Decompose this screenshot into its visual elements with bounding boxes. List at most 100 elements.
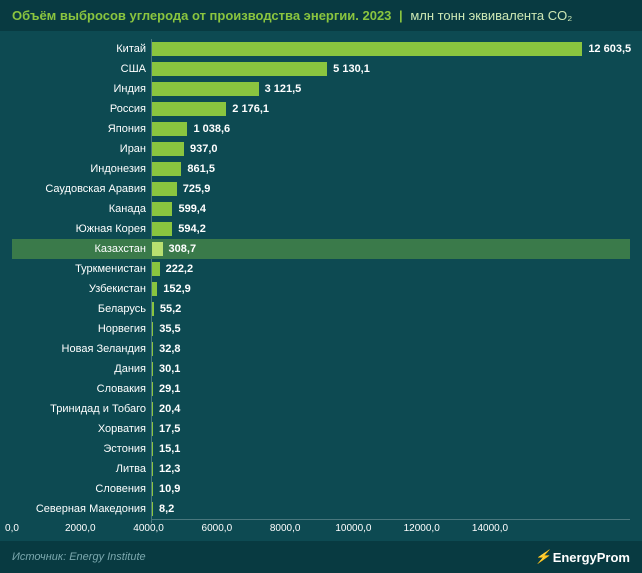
bar-zone: 32,8 [152,339,630,359]
bar-label: Китай [12,43,152,55]
bar-zone: 20,4 [152,399,630,419]
bar [152,422,153,436]
chart-title: Объём выбросов углерода от производства … [12,8,391,23]
bar [152,442,153,456]
bar-value: 222,2 [166,263,194,275]
bar [152,42,582,56]
bar-value: 10,9 [159,483,180,495]
bar-label: Индия [12,83,152,95]
bar-zone: 1 038,6 [152,119,630,139]
bar-value: 152,9 [163,283,191,295]
bar-row: Канада599,4 [12,199,630,219]
bar [152,142,184,156]
x-axis: 0,02000,04000,06000,08000,010000,012000,… [12,523,630,541]
bar-value: 55,2 [160,303,181,315]
bar [152,102,226,116]
x-tick: 0,0 [5,523,19,534]
bar-row: Словения 10,9 [12,479,630,499]
chart-subtitle: млн тонн эквивалента CO₂ [410,8,572,23]
bar [152,222,172,236]
bar [152,182,177,196]
bar-zone: 2 176,1 [152,99,630,119]
bar-label: Норвегия [12,323,152,335]
bar [152,122,187,136]
bar-zone: 861,5 [152,159,630,179]
x-tick: 6000,0 [202,523,233,534]
bar-zone: 222,2 [152,259,630,279]
bar [152,262,160,276]
bar-value: 8,2 [159,503,174,515]
bar-label: Хорватия [12,423,152,435]
x-tick: 12000,0 [404,523,440,534]
bar-label: Индонезия [12,163,152,175]
bar [152,62,327,76]
bar-label: Канада [12,203,152,215]
bar [152,362,153,376]
bar [152,282,157,296]
bar [152,242,163,256]
x-tick: 4000,0 [133,523,164,534]
bar-label: Словакия [12,383,152,395]
bar-zone: 594,2 [152,219,630,239]
bar-label: Дания [12,363,152,375]
bar [152,502,153,516]
bar-value: 35,5 [159,323,180,335]
logo: ⚡ EnergyProm [535,549,631,565]
bar-row: Саудовская Аравия 725,9 [12,179,630,199]
bar-label: Эстония [12,443,152,455]
x-tick: 8000,0 [270,523,301,534]
logo-text: EnergyProm [553,550,630,565]
bar [152,462,153,476]
bar-value: 725,9 [183,183,211,195]
bar-zone: 10,9 [152,479,630,499]
bar-row: Литва12,3 [12,459,630,479]
bar [152,402,153,416]
chart-container: Объём выбросов углерода от производства … [0,0,642,569]
bar-zone: 12 603,5 [152,39,631,59]
bar-row: Индонезия861,5 [12,159,630,179]
bar-label: Словения [12,483,152,495]
bar-value: 12,3 [159,463,180,475]
bar-value: 20,4 [159,403,180,415]
bar-row: Узбекистан152,9 [12,279,630,299]
bar [152,342,153,356]
bar-label: Саудовская Аравия [12,183,152,195]
bar-zone: 937,0 [152,139,630,159]
bar-value: 32,8 [159,343,180,355]
bar-row: Северная Македония8,2 [12,499,630,519]
bar [152,382,153,396]
bar-row: Беларусь55,2 [12,299,630,319]
bar-label: Япония [12,123,152,135]
bar-label: Россия [12,103,152,115]
x-tick: 2000,0 [65,523,96,534]
bar [152,202,172,216]
bar-value: 29,1 [159,383,180,395]
bar-value: 5 130,1 [333,63,370,75]
bar [152,322,153,336]
bar-label: Южная Корея [12,223,152,235]
bar-label: Туркменистан [12,263,152,275]
bar-row: Казахстан308,7 [12,239,630,259]
bar-row: Словакия 29,1 [12,379,630,399]
bar-zone: 17,5 [152,419,630,439]
bar-zone: 8,2 [152,499,630,519]
bar-zone: 308,7 [152,239,630,259]
bar-value: 1 038,6 [193,123,230,135]
bar-row: Китай12 603,5 [12,39,630,59]
bar-row: Хорватия 17,5 [12,419,630,439]
title-separator: | [399,8,403,23]
bar-zone: 152,9 [152,279,630,299]
bar [152,162,181,176]
bar-row: Южная Корея 594,2 [12,219,630,239]
bar-zone: 599,4 [152,199,630,219]
bar-row: США 5 130,1 [12,59,630,79]
bolt-icon: ⚡ [535,549,551,565]
source-text: Источник: Energy Institute [12,551,146,563]
bar-value: 17,5 [159,423,180,435]
bar-value: 594,2 [178,223,206,235]
x-tick: 14000,0 [472,523,508,534]
bar-value: 3 121,5 [265,83,302,95]
bar-row: Япония 1 038,6 [12,119,630,139]
bar-label: США [12,63,152,75]
bar-value: 937,0 [190,143,218,155]
